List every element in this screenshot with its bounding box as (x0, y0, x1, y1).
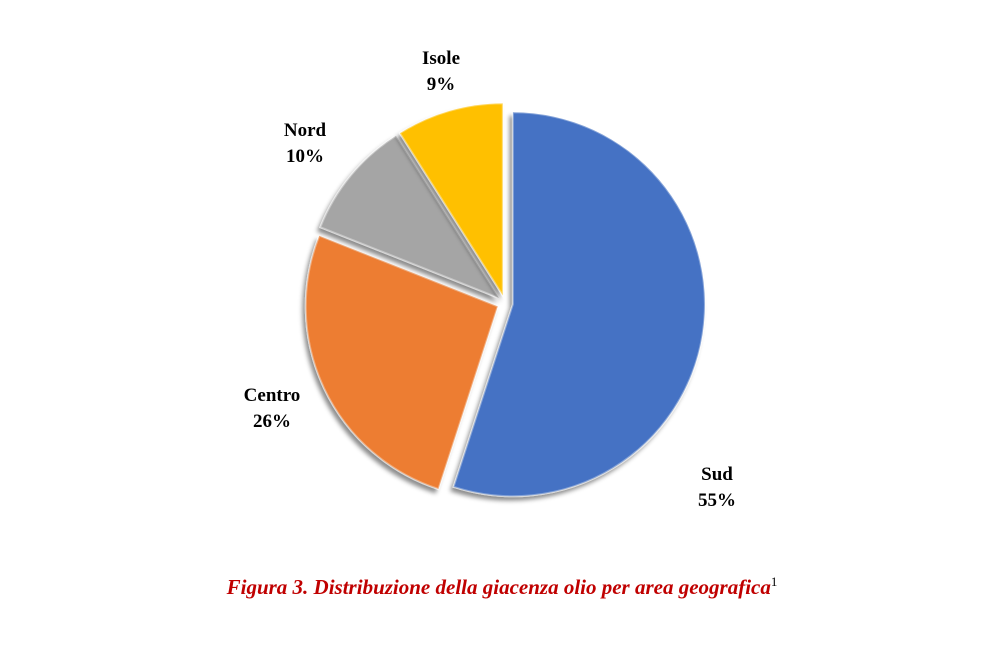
label-sud: Sud 55% (698, 464, 736, 511)
label-nord: Nord 10% (284, 120, 327, 167)
label-isole: Isole 9% (422, 48, 460, 95)
pie-slice-isole (398, 102, 504, 299)
pie-slice-centro (304, 234, 500, 491)
pie-slice-sud (452, 111, 706, 498)
pie-slice-nord (319, 134, 502, 300)
label-centro: Centro 26% (244, 385, 301, 432)
figure-caption: Figura 3. Distribuzione della giacenza o… (0, 574, 1004, 600)
pie-chart: Sud 55% Centro 26% Nord 10% Isole 9% (244, 48, 736, 511)
footnote-mark: 1 (770, 574, 778, 589)
caption-text: Figura 3. Distribuzione della giacenza o… (226, 575, 771, 599)
